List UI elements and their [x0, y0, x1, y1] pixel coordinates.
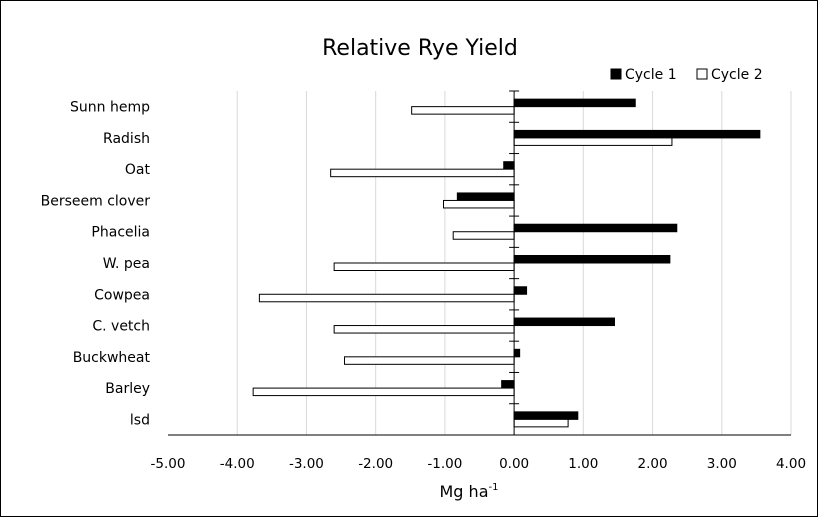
legend: Cycle 1 Cycle 2 — [610, 67, 763, 83]
bar-cycle-1 — [503, 161, 515, 170]
bar-cycle-1 — [513, 255, 671, 264]
category-label: Phacelia — [91, 225, 150, 241]
bar-cycle-1 — [513, 317, 615, 327]
category-label: lsd — [130, 412, 150, 428]
legend-swatch-cycle-2 — [696, 68, 708, 80]
category-label: Berseem clover — [41, 193, 151, 209]
bar-cycle-2 — [452, 231, 515, 240]
legend-label-cycle-2: Cycle 2 — [711, 67, 763, 83]
x-tick-label: 4.00 — [776, 456, 806, 472]
category-label: Cowpea — [94, 287, 150, 303]
x-tick-label: 0.00 — [499, 456, 529, 472]
bar-cycle-2 — [252, 387, 515, 397]
bar-cycle-1 — [501, 380, 515, 389]
x-tick-label: -1.00 — [427, 456, 462, 472]
bar-cycle-1 — [513, 411, 579, 420]
category-label: W. pea — [103, 256, 150, 272]
bar-cycle-1 — [513, 223, 678, 233]
category-label: Sunn hemp — [70, 100, 150, 116]
x-axis-title-main: Mg ha — [440, 482, 489, 501]
bars — [252, 98, 761, 428]
category-labels: Sunn hemp Radish Oat Berseem clover Phacelia… — [41, 100, 151, 429]
bar-cycle-1 — [513, 348, 521, 358]
category-label: Radish — [103, 131, 150, 147]
x-axis-title: Mg ha-1 — [440, 482, 499, 501]
x-tick-label: 2.00 — [638, 456, 668, 472]
bar-cycle-2 — [330, 168, 515, 178]
x-tick-label: -2.00 — [358, 456, 393, 472]
bar-cycle-1 — [513, 98, 636, 108]
bar-cycle-1 — [513, 129, 761, 139]
legend-swatch-cycle-1 — [610, 68, 622, 80]
category-label: Buckwheat — [73, 350, 151, 366]
x-tick-label: 3.00 — [707, 456, 737, 472]
x-tick-label: -3.00 — [289, 456, 324, 472]
category-label: Oat — [125, 162, 151, 178]
x-tick-label: -4.00 — [220, 456, 255, 472]
chart-title: Relative Rye Yield — [322, 36, 518, 61]
bar-cycle-1 — [456, 192, 515, 201]
bar-cycle-2 — [333, 325, 515, 334]
bar-cycle-2 — [258, 293, 515, 303]
bar-cycle-2 — [344, 356, 515, 365]
legend-label-cycle-1: Cycle 1 — [625, 67, 677, 83]
bar-cycle-1 — [513, 286, 528, 295]
x-axis-title-superscript: -1 — [489, 482, 499, 493]
category-label: Barley — [105, 381, 150, 397]
x-tick-label: -5.00 — [151, 456, 186, 472]
category-label: C. vetch — [92, 319, 150, 335]
x-tick-label: 1.00 — [568, 456, 598, 472]
bar-cycle-2 — [443, 199, 515, 209]
bar-cycle-2 — [513, 137, 673, 146]
y-axis — [168, 90, 791, 436]
bar-cycle-2 — [411, 106, 515, 115]
bar-cycle-2 — [513, 418, 569, 428]
bar-cycle-2 — [333, 262, 515, 271]
x-tick-labels: -5.00 -4.00 -3.00 -2.00 -1.00 0.00 1.00 2.00 3.0… — [151, 456, 807, 472]
